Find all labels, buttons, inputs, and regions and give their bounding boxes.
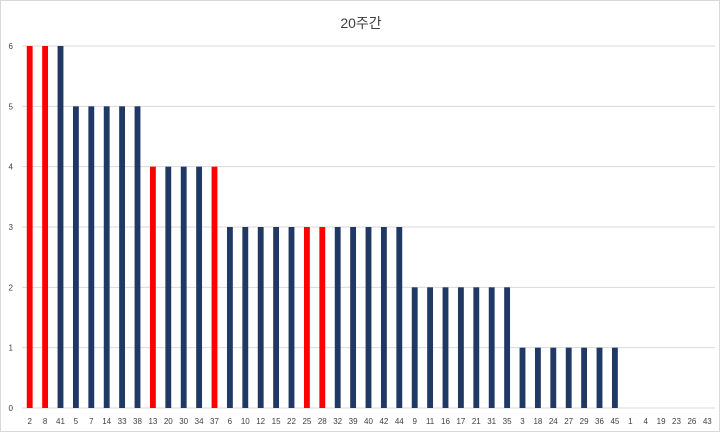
x-tick-label: 29 [580, 417, 589, 426]
x-tick-label: 13 [148, 417, 157, 426]
bar-9 [411, 287, 418, 408]
x-tick-label: 4 [643, 417, 648, 426]
y-axis-ticks: 0 1 2 3 4 5 6 [9, 42, 14, 413]
bar-31 [488, 287, 495, 408]
x-tick-label: 23 [672, 417, 681, 426]
y-tick-label: 0 [9, 404, 14, 413]
x-tick-label: 16 [441, 417, 450, 426]
x-tick-label: 11 [426, 417, 435, 426]
chart-title: 20주간 [340, 15, 381, 31]
x-tick-label: 3 [520, 417, 525, 426]
bar-39 [350, 227, 357, 408]
x-tick-label: 35 [503, 417, 512, 426]
x-tick-label: 9 [412, 417, 417, 426]
y-tick-label: 2 [9, 283, 14, 292]
bar-40 [365, 227, 372, 408]
y-tick-label: 3 [9, 223, 14, 232]
x-tick-label: 21 [472, 417, 481, 426]
x-tick-label: 12 [256, 417, 265, 426]
bar-28 [319, 227, 326, 408]
x-tick-label: 36 [595, 417, 604, 426]
bar-33 [119, 106, 126, 408]
y-tick-label: 6 [9, 42, 14, 51]
bar-15 [273, 227, 280, 408]
x-tick-label: 19 [657, 417, 666, 426]
bar-3 [519, 347, 526, 408]
bar-25 [303, 227, 310, 408]
x-tick-label: 38 [133, 417, 142, 426]
x-tick-label: 18 [533, 417, 542, 426]
bar-14 [103, 106, 110, 408]
bar-6 [226, 227, 233, 408]
bar-18 [534, 347, 541, 408]
x-tick-label: 6 [228, 417, 233, 426]
bar-34 [196, 166, 203, 408]
x-axis-ticks: 2 8 41 5 7 14 33 38 13 20 30 34 37 6 10 12 15 22 25 28 32 39 4… [27, 417, 712, 426]
x-tick-label: 34 [195, 417, 204, 426]
bar-21 [473, 287, 480, 408]
x-tick-label: 5 [74, 417, 79, 426]
y-tick-label: 4 [9, 163, 14, 172]
x-tick-label: 43 [703, 417, 712, 426]
bar-10 [242, 227, 249, 408]
x-tick-label: 14 [102, 417, 111, 426]
x-tick-label: 7 [89, 417, 94, 426]
x-tick-label: 28 [318, 417, 327, 426]
bar-5 [72, 106, 79, 408]
x-tick-label: 25 [302, 417, 311, 426]
x-tick-label: 44 [395, 417, 404, 426]
bar-7 [88, 106, 95, 408]
x-tick-label: 8 [43, 417, 48, 426]
bar-38 [134, 106, 141, 408]
bar-35 [504, 287, 511, 408]
bar-2 [26, 46, 33, 408]
x-tick-label: 22 [287, 417, 296, 426]
x-tick-label: 2 [27, 417, 32, 426]
x-tick-label: 26 [687, 417, 696, 426]
bar-17 [457, 287, 464, 408]
bar-45 [611, 347, 618, 408]
x-tick-label: 24 [549, 417, 558, 426]
x-tick-label: 17 [456, 417, 465, 426]
bar-22 [288, 227, 295, 408]
x-tick-label: 10 [241, 417, 250, 426]
x-tick-label: 39 [349, 417, 358, 426]
x-tick-label: 41 [56, 417, 65, 426]
x-tick-label: 33 [118, 417, 127, 426]
y-tick-label: 5 [9, 102, 14, 111]
bar-16 [442, 287, 449, 408]
x-tick-label: 40 [364, 417, 373, 426]
x-tick-label: 1 [628, 417, 633, 426]
bar-29 [581, 347, 588, 408]
bar-24 [550, 347, 557, 408]
bar-30 [180, 166, 187, 408]
bar-42 [380, 227, 387, 408]
bars [26, 46, 618, 408]
x-tick-label: 27 [564, 417, 573, 426]
x-tick-label: 15 [272, 417, 281, 426]
x-tick-label: 37 [210, 417, 219, 426]
bar-36 [596, 347, 603, 408]
bar-37 [211, 166, 218, 408]
bar-8 [42, 46, 49, 408]
bar-32 [334, 227, 341, 408]
x-tick-label: 30 [179, 417, 188, 426]
bar-12 [257, 227, 264, 408]
x-tick-label: 42 [379, 417, 388, 426]
bar-44 [396, 227, 403, 408]
bar-11 [427, 287, 434, 408]
bar-27 [565, 347, 572, 408]
bar-41 [57, 46, 64, 408]
x-tick-label: 31 [487, 417, 496, 426]
y-tick-label: 1 [9, 344, 14, 353]
x-tick-label: 20 [164, 417, 173, 426]
bar-20 [165, 166, 172, 408]
x-tick-label: 45 [610, 417, 619, 426]
x-tick-label: 32 [333, 417, 342, 426]
bar-13 [149, 166, 156, 408]
